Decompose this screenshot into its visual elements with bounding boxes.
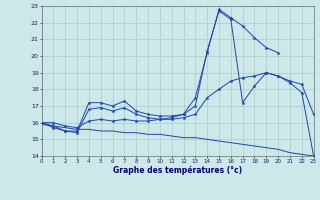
X-axis label: Graphe des températures (°c): Graphe des températures (°c) <box>113 165 242 175</box>
